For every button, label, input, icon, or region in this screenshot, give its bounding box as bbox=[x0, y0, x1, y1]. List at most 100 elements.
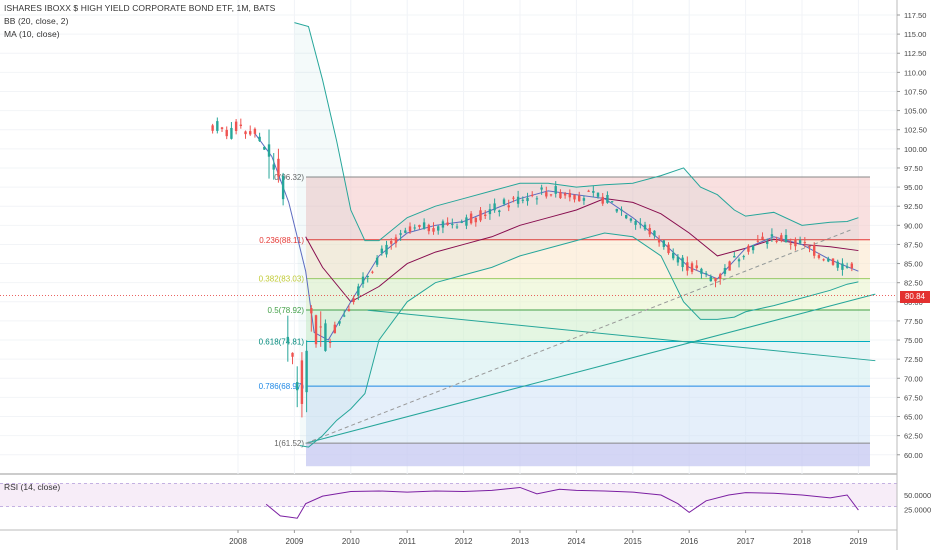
y-tick-label: 60.00 bbox=[904, 451, 923, 460]
candle-body bbox=[662, 240, 666, 247]
candle-body bbox=[502, 199, 506, 204]
candle-body bbox=[813, 245, 816, 256]
candle-body bbox=[258, 136, 261, 142]
candle-body bbox=[545, 192, 548, 197]
candle-body bbox=[648, 227, 651, 235]
candle-body bbox=[751, 245, 755, 251]
candle-body bbox=[300, 360, 304, 404]
y-tick-label: 115.00 bbox=[904, 30, 926, 39]
bb-legend[interactable]: BB (20, close, 2) bbox=[4, 16, 69, 26]
candle-body bbox=[347, 309, 351, 312]
candle-body bbox=[479, 210, 482, 221]
ma-legend[interactable]: MA (10, close) bbox=[4, 29, 60, 39]
x-tick-label: 2008 bbox=[229, 537, 247, 546]
candle-body bbox=[352, 298, 355, 302]
candle-body bbox=[803, 242, 807, 244]
candle-body bbox=[827, 258, 830, 262]
candle-body bbox=[216, 121, 219, 131]
y-tick-label: 110.00 bbox=[904, 68, 926, 77]
price-pane: 0(96.32) 0.236(88.11) 0.382(83.03) 0.5(78.9… bbox=[0, 0, 897, 475]
candle-body bbox=[841, 263, 844, 270]
candle-body bbox=[563, 193, 567, 196]
x-tick-label: 2014 bbox=[568, 537, 586, 546]
candle-body bbox=[451, 224, 454, 226]
candle-body bbox=[742, 256, 745, 258]
candle-body bbox=[385, 244, 388, 255]
candle-body bbox=[737, 259, 741, 262]
x-tick-label: 2016 bbox=[680, 537, 698, 546]
y-tick-label: 87.50 bbox=[904, 240, 923, 249]
candle-body bbox=[681, 257, 684, 268]
candle-body bbox=[427, 224, 431, 232]
candle-body bbox=[559, 192, 562, 199]
candle-body bbox=[225, 129, 228, 137]
y-tick-label: 100.00 bbox=[904, 145, 927, 154]
candle-body bbox=[540, 187, 543, 190]
fib-band bbox=[306, 341, 870, 387]
candle-body bbox=[319, 326, 322, 328]
time-axis: 2008 2009 2010 2011 2012 2013 2014 2015 2016 2017… bbox=[0, 529, 897, 546]
candle-body bbox=[488, 209, 492, 215]
candle-body bbox=[404, 230, 407, 233]
y-tick-label: 70.00 bbox=[904, 374, 923, 383]
rsi-band bbox=[0, 483, 897, 507]
candle-body bbox=[676, 256, 680, 263]
candle-body bbox=[234, 121, 238, 131]
y-tick-label: 77.50 bbox=[904, 317, 923, 326]
candle-body bbox=[498, 210, 501, 213]
rsi-legend[interactable]: RSI (14, close) bbox=[4, 482, 61, 492]
candle-body bbox=[328, 341, 332, 343]
candle-body bbox=[291, 352, 294, 357]
x-tick-label: 2019 bbox=[850, 537, 868, 546]
candle-body bbox=[446, 222, 449, 225]
candle-body bbox=[375, 257, 379, 265]
candle-body bbox=[780, 235, 783, 241]
candle-body bbox=[418, 224, 421, 227]
y-tick-label: 117.50 bbox=[904, 11, 926, 20]
candle-body bbox=[239, 124, 243, 126]
candle-body bbox=[211, 125, 214, 131]
candle-body bbox=[554, 186, 557, 194]
candle-body bbox=[606, 194, 609, 203]
candle-body bbox=[587, 190, 590, 192]
y-tick-label: 67.50 bbox=[904, 393, 923, 402]
candle-body bbox=[836, 261, 839, 268]
trend-line bbox=[305, 293, 876, 444]
fib-band bbox=[306, 310, 870, 342]
y-tick-label: 95.00 bbox=[904, 183, 923, 192]
candle-body bbox=[625, 215, 628, 219]
y-tick-label: 90.00 bbox=[904, 221, 923, 230]
candle-body bbox=[549, 194, 553, 196]
fib-band bbox=[306, 443, 870, 467]
candle-body bbox=[272, 164, 275, 170]
y-tick-label: 112.50 bbox=[904, 49, 926, 58]
fib-level-label: 0.786(68.97) bbox=[259, 382, 305, 391]
candle-body bbox=[845, 266, 849, 268]
candle-body bbox=[615, 208, 619, 212]
candle-body bbox=[794, 239, 797, 247]
x-tick-label: 2015 bbox=[624, 537, 642, 546]
candle-body bbox=[394, 237, 398, 244]
x-tick-label: 2017 bbox=[737, 537, 755, 546]
candle-body bbox=[756, 240, 760, 242]
fib-band bbox=[306, 386, 870, 444]
candle-body bbox=[521, 199, 525, 201]
fib-band bbox=[306, 176, 870, 240]
y-tick-label: 82.50 bbox=[904, 279, 923, 288]
candle-body bbox=[343, 315, 346, 317]
candle-body bbox=[296, 382, 299, 391]
candle-body bbox=[507, 205, 510, 208]
y-tick-label: 62.50 bbox=[904, 432, 923, 441]
candle-body bbox=[516, 196, 520, 204]
ma-line bbox=[254, 133, 859, 341]
candle-body bbox=[281, 175, 285, 200]
candle-body bbox=[775, 240, 778, 242]
y-tick-label: 85.00 bbox=[904, 260, 923, 269]
candle-body bbox=[596, 192, 600, 197]
candle-body bbox=[690, 263, 694, 272]
candle-body bbox=[709, 276, 713, 282]
y-tick-label: 92.50 bbox=[904, 202, 923, 211]
x-tick-label: 2018 bbox=[793, 537, 811, 546]
x-tick-label: 2010 bbox=[342, 537, 360, 546]
